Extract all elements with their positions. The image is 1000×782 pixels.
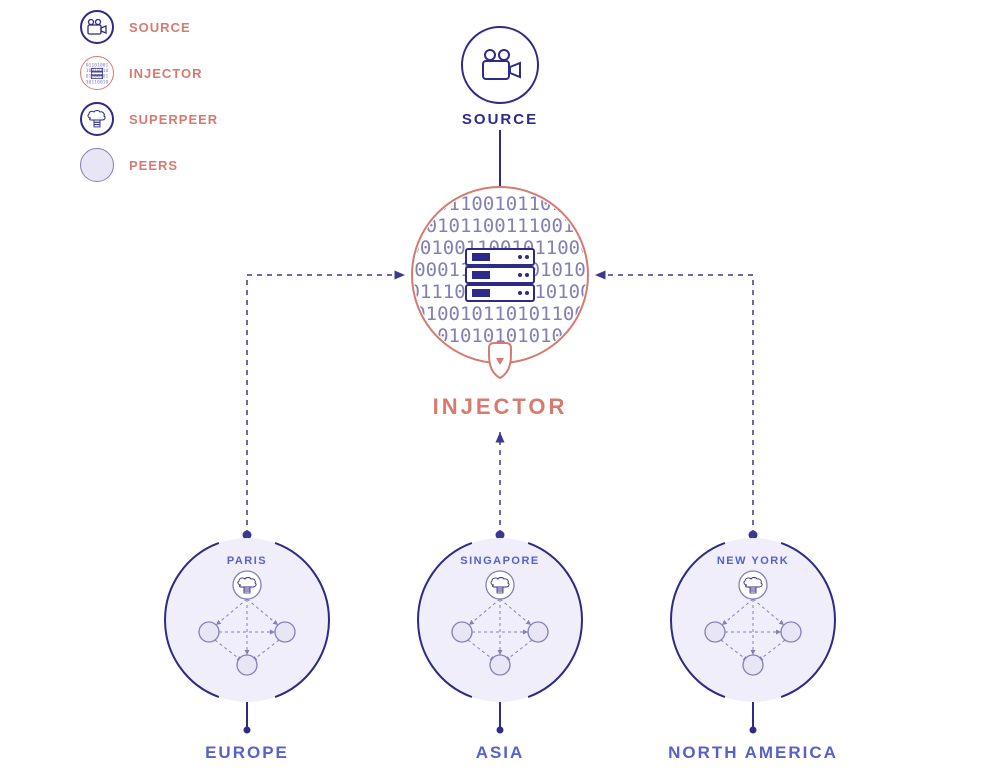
peer-icon [743,655,763,675]
superpeer-icon [233,571,261,599]
svg-text:101011001110010: 101011001110010 [414,215,586,237]
region-node-europe: PARIS EUROPE [165,538,329,762]
city-label: PARIS [227,555,267,567]
injector-node: 01100101101 101011001110010 001001100101… [403,187,597,419]
peer-icon [490,655,510,675]
peer-icon [781,622,801,642]
peer-icon [275,622,295,642]
diagram-canvas: SOURCE 01100101101 101011001110010 00100… [0,0,1000,782]
peer-icon [452,622,472,642]
region-node-asia: SINGAPORE ASIA [418,538,582,762]
peer-icon [705,622,725,642]
peer-icon [237,655,257,675]
city-label: NEW YORK [717,555,789,567]
region-node-north-america: NEW YORK NORTH AMERICA [668,538,838,762]
svg-text:01100101101: 01100101101 [437,193,563,215]
edge-europe-injector [247,275,405,535]
source-label: SOURCE [462,111,538,128]
superpeer-icon [486,571,514,599]
edge-namerica-injector [595,275,753,535]
peer-icon [199,622,219,642]
source-node: SOURCE [462,27,538,128]
region-label: EUROPE [205,743,289,762]
peer-icon [528,622,548,642]
region-label: NORTH AMERICA [668,743,838,762]
injector-label: INJECTOR [433,394,568,419]
city-label: SINGAPORE [460,555,540,567]
region-label: ASIA [476,743,525,762]
superpeer-icon [739,571,767,599]
svg-text:010010110101100: 010010110101100 [414,303,586,325]
